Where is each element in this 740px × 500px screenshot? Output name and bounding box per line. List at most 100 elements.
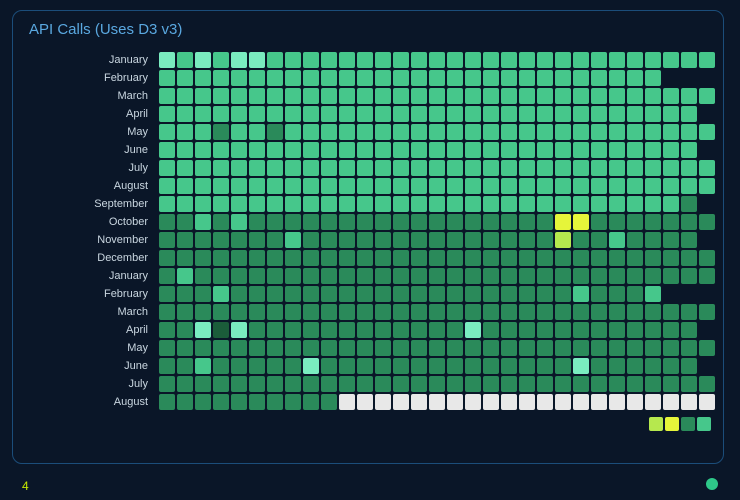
heatmap-cell (699, 394, 715, 410)
heatmap-cell (177, 196, 193, 212)
heatmap-cell (465, 268, 481, 284)
heatmap-cell (321, 250, 337, 266)
heatmap-cell (681, 160, 697, 176)
heatmap-cell (483, 52, 499, 68)
heatmap-cell (231, 124, 247, 140)
heatmap-cell (465, 322, 481, 338)
heatmap-cell (213, 304, 229, 320)
heatmap-cell (195, 178, 211, 194)
heatmap-cell (159, 232, 175, 248)
heatmap-cell (159, 394, 175, 410)
heatmap-cell (645, 376, 661, 392)
heatmap-cell (501, 106, 517, 122)
heatmap-cell (375, 304, 391, 320)
heatmap-cell (447, 358, 463, 374)
heatmap-row: April (158, 105, 716, 123)
heatmap-cell (501, 70, 517, 86)
heatmap-cell (321, 358, 337, 374)
heatmap-cell (627, 286, 643, 302)
heatmap-cell (159, 250, 175, 266)
heatmap-cell (501, 52, 517, 68)
heatmap-cell (339, 142, 355, 158)
heatmap-cell (393, 376, 409, 392)
heatmap-cell (681, 52, 697, 68)
heatmap-cell (519, 70, 535, 86)
heatmap-cell (447, 142, 463, 158)
heatmap-cell (537, 340, 553, 356)
heatmap-cell (645, 142, 661, 158)
heatmap-cell (159, 178, 175, 194)
heatmap-cell (573, 196, 589, 212)
heatmap-cell (609, 286, 625, 302)
heatmap-cell (645, 250, 661, 266)
heatmap-cell (681, 394, 697, 410)
heatmap-cell (339, 268, 355, 284)
heatmap-cell (177, 142, 193, 158)
heatmap-cell (555, 196, 571, 212)
heatmap-cell (501, 340, 517, 356)
heatmap-cell (285, 52, 301, 68)
heatmap-cell (177, 268, 193, 284)
heatmap-cell (303, 322, 319, 338)
heatmap-cell (681, 124, 697, 140)
heatmap-cell (465, 160, 481, 176)
heatmap-cell (627, 214, 643, 230)
heatmap-cell (519, 358, 535, 374)
heatmap-cell (231, 250, 247, 266)
heatmap-cell (447, 232, 463, 248)
heatmap-cell (375, 214, 391, 230)
heatmap-cell (231, 88, 247, 104)
heatmap-cell (321, 340, 337, 356)
heatmap-cell (339, 52, 355, 68)
heatmap-cell (519, 88, 535, 104)
heatmap-cell (609, 160, 625, 176)
heatmap-cell (411, 376, 427, 392)
heatmap-cell (537, 88, 553, 104)
heatmap-cell (483, 376, 499, 392)
heatmap-cell (537, 376, 553, 392)
heatmap-row: May (158, 123, 716, 141)
heatmap-cell (303, 286, 319, 302)
heatmap-cell (555, 70, 571, 86)
heatmap-cell (393, 304, 409, 320)
heatmap-cell (303, 250, 319, 266)
heatmap-cell (231, 70, 247, 86)
heatmap-cell (591, 70, 607, 86)
heatmap-cell (537, 394, 553, 410)
heatmap-cell (465, 88, 481, 104)
heatmap-cell (663, 106, 679, 122)
heatmap-cell (249, 286, 265, 302)
heatmap-cell (267, 322, 283, 338)
heatmap-cell (573, 304, 589, 320)
heatmap-cell (411, 124, 427, 140)
heatmap-cell (159, 376, 175, 392)
heatmap-cell (447, 178, 463, 194)
heatmap-cell (321, 304, 337, 320)
heatmap-cell (699, 160, 715, 176)
heatmap-cell (375, 358, 391, 374)
row-label: July (128, 375, 148, 393)
heatmap-cell (267, 178, 283, 194)
heatmap-cell (537, 304, 553, 320)
heatmap-cell (213, 214, 229, 230)
heatmap-cell (411, 286, 427, 302)
heatmap-cell (699, 214, 715, 230)
heatmap-cell (645, 196, 661, 212)
heatmap-cell (465, 52, 481, 68)
heatmap-cell (483, 196, 499, 212)
heatmap-cell (321, 52, 337, 68)
legend (649, 417, 711, 431)
heatmap-cell (339, 232, 355, 248)
heatmap-cell (537, 358, 553, 374)
heatmap-cell (393, 340, 409, 356)
heatmap-row: February (158, 69, 716, 87)
heatmap-cell (321, 232, 337, 248)
heatmap-cell (663, 178, 679, 194)
heatmap-cell (213, 196, 229, 212)
heatmap-cell (303, 106, 319, 122)
heatmap-cell (411, 70, 427, 86)
heatmap-cell (483, 340, 499, 356)
heatmap-row: June (158, 357, 716, 375)
heatmap-cell (537, 124, 553, 140)
heatmap-cell (195, 286, 211, 302)
